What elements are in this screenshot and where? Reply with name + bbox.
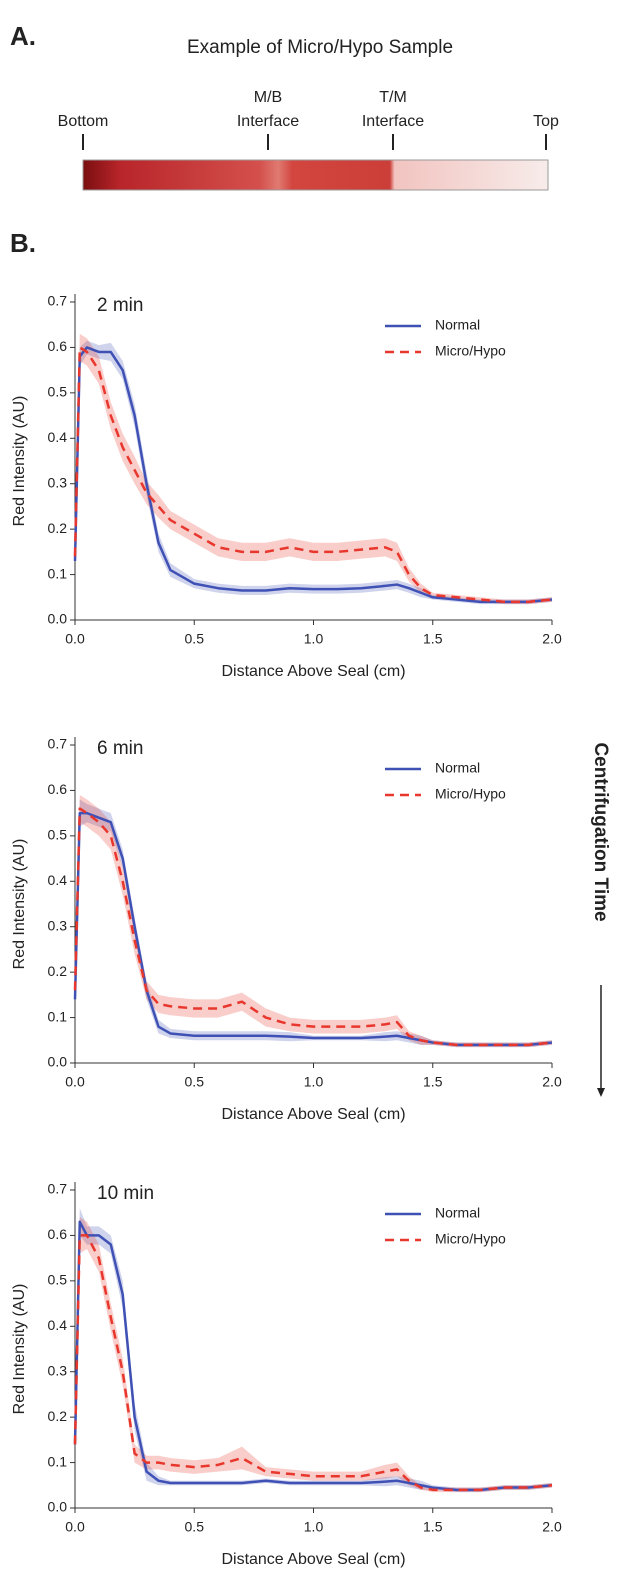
x-axis-label: Distance Above Seal (cm) [221, 1551, 405, 1568]
y-tick-label: 0.0 [48, 611, 68, 627]
x-tick-label: 0.0 [65, 1074, 85, 1090]
x-tick-label: 1.5 [423, 631, 443, 647]
y-tick-label: 0.4 [48, 872, 68, 888]
series-line [73, 346, 553, 604]
y-tick-label: 0.5 [48, 1272, 68, 1288]
y-tick-label: 0.6 [48, 1226, 68, 1242]
y-tick-label: 0.7 [48, 1181, 68, 1197]
y-tick-label: 0.3 [48, 917, 68, 933]
x-tick-label: 2.0 [542, 1074, 562, 1090]
chart-title: 6 min [97, 738, 143, 759]
legend-label: Micro/Hypo [435, 1231, 506, 1247]
y-tick-label: 0.7 [48, 293, 68, 309]
x-tick-label: 0.5 [185, 1074, 205, 1090]
y-tick-label: 0.2 [48, 963, 68, 979]
tube-markers: Bottom M/B Interface T/M Interface Top [58, 89, 559, 150]
legend-label: Normal [435, 760, 480, 776]
x-tick-label: 0.5 [185, 1519, 205, 1535]
series-line [73, 811, 553, 1047]
y-axis-label: Red Intensity (AU) [11, 839, 28, 970]
chart-title: 10 min [97, 1183, 154, 1204]
series-line [73, 1220, 553, 1492]
x-axis-label: Distance Above Seal (cm) [221, 663, 405, 680]
marker-label: T/M [379, 89, 407, 106]
x-tick-label: 1.5 [423, 1074, 443, 1090]
confidence-band [75, 799, 552, 1048]
x-tick-label: 0.5 [185, 631, 205, 647]
side-label: Centrifugation Time [590, 742, 611, 921]
marker-label: Bottom [58, 113, 109, 130]
marker-label: M/B [254, 89, 282, 106]
chart-title: 2 min [97, 295, 143, 316]
x-tick-label: 2.0 [542, 1519, 562, 1535]
legend-label: Normal [435, 317, 480, 333]
line-chart: 0.0 0.1 0.2 0.3 0.4 0.5 0.6 0.7 0.0 0.5 1.0 1.5 2.0 D… [11, 293, 562, 681]
line-chart: 0.0 0.1 0.2 0.3 0.4 0.5 0.6 0.7 0.0 0.5 1.0 1.5 2.0 D… [11, 736, 562, 1124]
y-tick-label: 0.1 [48, 565, 68, 581]
y-tick-label: 0.7 [48, 736, 68, 752]
series-line [73, 346, 553, 604]
legend-label: Micro/Hypo [435, 343, 506, 359]
x-tick-label: 1.0 [304, 1519, 324, 1535]
series-line [73, 807, 553, 1047]
legend-label: Micro/Hypo [435, 786, 506, 802]
y-axis-label: Red Intensity (AU) [11, 396, 28, 527]
panel-label: A. [10, 21, 36, 51]
x-tick-label: 0.0 [65, 631, 85, 647]
y-tick-label: 0.3 [48, 474, 68, 490]
y-tick-label: 0.5 [48, 827, 68, 843]
y-tick-label: 0.2 [48, 520, 68, 536]
x-axis-label: Distance Above Seal (cm) [221, 1106, 405, 1123]
y-tick-label: 0.6 [48, 338, 68, 354]
confidence-band [75, 794, 552, 1048]
x-tick-label: 2.0 [542, 631, 562, 647]
marker-label: Interface [362, 113, 424, 130]
y-tick-label: 0.3 [48, 1362, 68, 1378]
y-tick-label: 0.1 [48, 1008, 68, 1024]
time-arrow-head [597, 1088, 605, 1097]
y-tick-label: 0.0 [48, 1499, 68, 1515]
y-tick-label: 0.5 [48, 384, 68, 400]
marker-label: Interface [237, 113, 299, 130]
y-tick-label: 0.1 [48, 1453, 68, 1469]
x-tick-label: 1.0 [304, 631, 324, 647]
series-line [73, 1234, 553, 1492]
confidence-band [75, 1217, 552, 1493]
marker-label: Top [533, 113, 559, 130]
sample-tube [82, 159, 549, 191]
panel-title: Example of Micro/Hypo Sample [187, 37, 453, 58]
x-tick-label: 0.0 [65, 1519, 85, 1535]
confidence-band [75, 1208, 552, 1493]
panel-label: B. [10, 228, 36, 258]
y-tick-label: 0.4 [48, 1317, 68, 1333]
y-tick-label: 0.6 [48, 781, 68, 797]
y-tick-label: 0.0 [48, 1054, 68, 1070]
x-tick-label: 1.5 [423, 1519, 443, 1535]
confidence-band [75, 333, 552, 605]
y-tick-label: 0.2 [48, 1408, 68, 1424]
y-tick-label: 0.4 [48, 429, 68, 445]
y-axis-label: Red Intensity (AU) [11, 1284, 28, 1415]
x-tick-label: 1.0 [304, 1074, 324, 1090]
legend-label: Normal [435, 1205, 480, 1221]
confidence-band [75, 340, 552, 605]
line-chart: 0.0 0.1 0.2 0.3 0.4 0.5 0.6 0.7 0.0 0.5 1.0 1.5 2.0 D… [11, 1181, 562, 1569]
